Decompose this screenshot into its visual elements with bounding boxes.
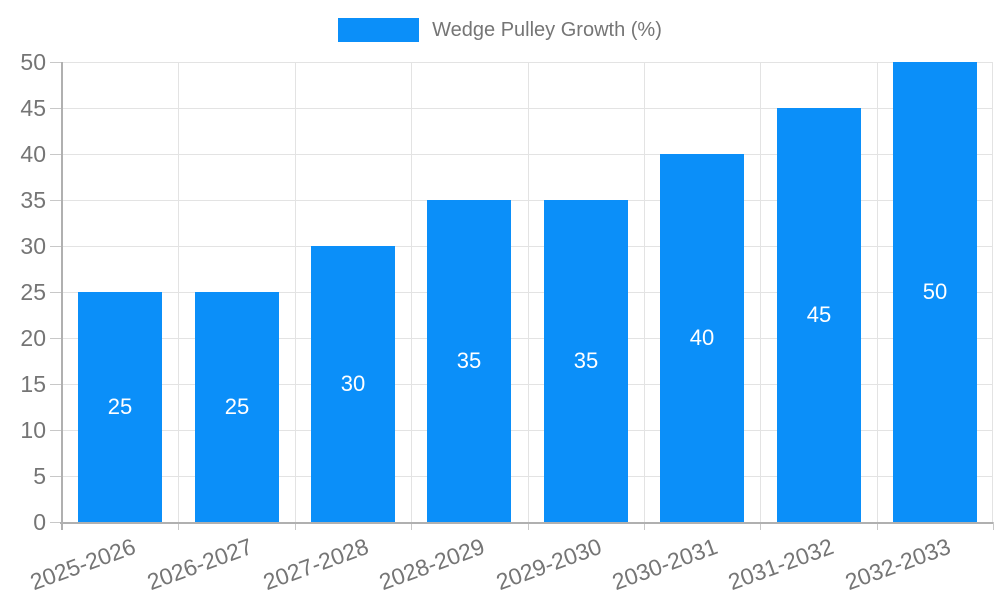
bar-value-label: 35 xyxy=(573,348,599,373)
gridline-horizontal xyxy=(62,200,993,201)
y-tick-label: 35 xyxy=(20,187,46,213)
gridline-vertical xyxy=(411,62,412,522)
bar[interactable]: 35 xyxy=(544,200,628,522)
x-tick-label: 2027-2028 xyxy=(259,533,372,596)
y-tick-label: 50 xyxy=(20,49,46,75)
legend-label: Wedge Pulley Growth (%) xyxy=(432,18,662,41)
y-tick-label: 40 xyxy=(20,141,46,167)
gridline-horizontal xyxy=(62,292,993,293)
bar-value-label: 35 xyxy=(456,348,482,373)
gridline-vertical xyxy=(295,62,296,522)
x-tick-mark xyxy=(760,522,761,530)
x-tick-mark xyxy=(178,522,179,530)
y-tick-label: 30 xyxy=(20,233,46,259)
y-tick-label: 15 xyxy=(20,371,46,397)
x-tick-label: 2029-2030 xyxy=(492,533,605,596)
x-tick-label: 2031-2032 xyxy=(724,533,837,596)
gridline-vertical xyxy=(178,62,179,522)
legend-swatch xyxy=(338,18,420,42)
gridline-horizontal xyxy=(62,62,993,63)
gridline-horizontal xyxy=(62,384,993,385)
y-tick-mark xyxy=(50,108,62,109)
y-axis-line xyxy=(61,62,63,530)
x-axis-line xyxy=(60,522,993,524)
gridline-horizontal xyxy=(62,154,993,155)
gridline-horizontal xyxy=(62,246,993,247)
y-tick-mark xyxy=(50,154,62,155)
x-tick-label: 2026-2027 xyxy=(143,533,256,596)
x-tick-mark xyxy=(411,522,412,530)
bar[interactable]: 35 xyxy=(427,200,511,522)
y-tick-mark xyxy=(50,292,62,293)
y-tick-label: 25 xyxy=(20,279,46,305)
x-tick-label: 2028-2029 xyxy=(375,533,488,596)
bar-value-label: 30 xyxy=(340,371,366,396)
plot-area: 25 25 30 35 35 40 45 50 xyxy=(62,62,993,522)
gridline-vertical xyxy=(992,62,993,522)
y-tick-label: 0 xyxy=(33,509,46,535)
bar[interactable]: 50 xyxy=(893,62,977,522)
y-tick-mark xyxy=(50,384,62,385)
gridline-horizontal xyxy=(62,476,993,477)
bar-value-label: 50 xyxy=(922,279,948,304)
bar-value-label: 40 xyxy=(689,325,715,350)
y-tick-label: 20 xyxy=(20,325,46,351)
gridline-horizontal xyxy=(62,338,993,339)
bar-value-label: 25 xyxy=(224,394,250,419)
y-tick-label: 10 xyxy=(20,417,46,443)
gridline-vertical xyxy=(760,62,761,522)
y-tick-mark xyxy=(50,522,62,523)
bar[interactable]: 40 xyxy=(660,154,744,522)
gridline-horizontal xyxy=(62,108,993,109)
gridline-vertical xyxy=(528,62,529,522)
y-tick-mark xyxy=(50,62,62,63)
bar-value-label: 45 xyxy=(806,302,832,327)
x-tick-mark xyxy=(644,522,645,530)
y-tick-mark xyxy=(50,430,62,431)
x-tick-mark xyxy=(993,522,994,530)
x-tick-mark xyxy=(295,522,296,530)
x-tick-mark xyxy=(877,522,878,530)
legend[interactable]: Wedge Pulley Growth (%) xyxy=(0,18,1000,42)
x-tick-label: 2030-2031 xyxy=(608,533,721,596)
gridline-vertical xyxy=(644,62,645,522)
gridline-vertical xyxy=(877,62,878,522)
y-tick-mark xyxy=(50,476,62,477)
y-tick-mark xyxy=(50,200,62,201)
y-tick-mark xyxy=(50,246,62,247)
bar[interactable]: 25 xyxy=(195,292,279,522)
y-tick-mark xyxy=(50,338,62,339)
y-tick-label: 5 xyxy=(33,463,46,489)
bar[interactable]: 30 xyxy=(311,246,395,522)
x-tick-mark xyxy=(528,522,529,530)
bar-value-label: 25 xyxy=(107,394,133,419)
gridline-horizontal xyxy=(62,430,993,431)
bar[interactable]: 25 xyxy=(78,292,162,522)
x-tick-label: 2032-2033 xyxy=(841,533,954,596)
bar[interactable]: 45 xyxy=(777,108,861,522)
x-tick-label: 2025-2026 xyxy=(26,533,139,596)
y-tick-label: 45 xyxy=(20,95,46,121)
